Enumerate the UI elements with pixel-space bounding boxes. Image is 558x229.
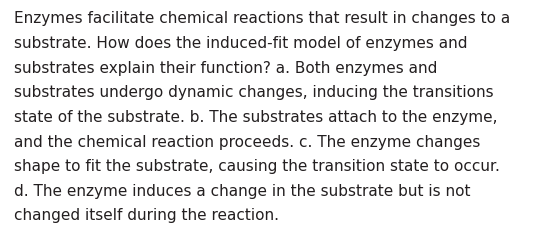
Text: d. The enzyme induces a change in the substrate but is not: d. The enzyme induces a change in the su… bbox=[14, 183, 470, 198]
Text: changed itself during the reaction.: changed itself during the reaction. bbox=[14, 207, 279, 222]
Text: substrates undergo dynamic changes, inducing the transitions: substrates undergo dynamic changes, indu… bbox=[14, 85, 494, 100]
Text: substrate. How does the induced-fit model of enzymes and: substrate. How does the induced-fit mode… bbox=[14, 36, 468, 51]
Text: substrates explain their function? a. Both enzymes and: substrates explain their function? a. Bo… bbox=[14, 60, 437, 75]
Text: and the chemical reaction proceeds. c. The enzyme changes: and the chemical reaction proceeds. c. T… bbox=[14, 134, 480, 149]
Text: shape to fit the substrate, causing the transition state to occur.: shape to fit the substrate, causing the … bbox=[14, 158, 500, 173]
Text: state of the substrate. b. The substrates attach to the enzyme,: state of the substrate. b. The substrate… bbox=[14, 109, 497, 124]
Text: Enzymes facilitate chemical reactions that result in changes to a: Enzymes facilitate chemical reactions th… bbox=[14, 11, 510, 26]
